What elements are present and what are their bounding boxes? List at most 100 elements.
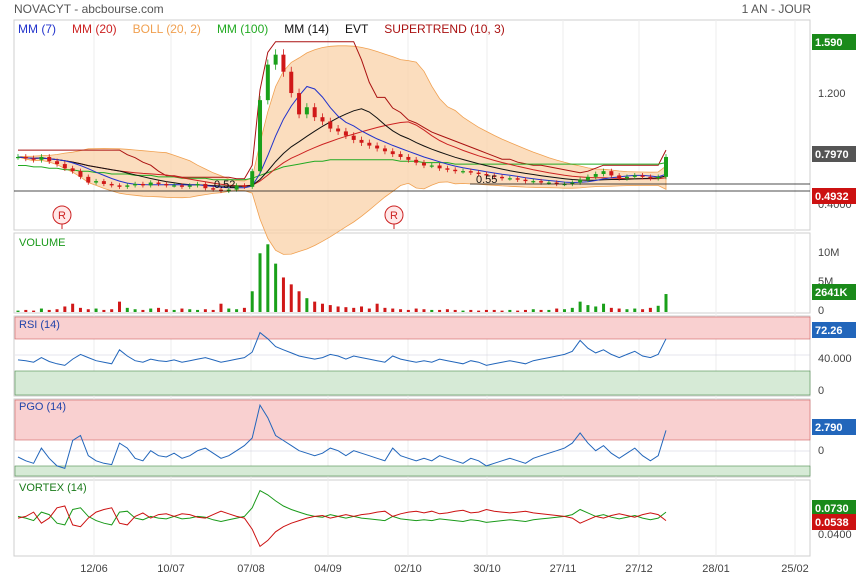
candle-body-26	[218, 189, 223, 192]
volume-bar-17	[149, 308, 153, 312]
value-badges: 1.590 0.7970 0.4932 2641K 72.26 2.790 0.0730 0.…	[812, 34, 856, 530]
candle-body-6	[62, 164, 67, 169]
price-badge-support: 0.4932	[812, 188, 856, 204]
rsi-badge: 72.26	[812, 322, 856, 338]
rsi-overbought-zone	[14, 316, 811, 340]
candle-body-56	[453, 169, 458, 172]
svg-text:R: R	[390, 210, 398, 222]
panel-frames	[13, 19, 811, 557]
volume-bar-50	[406, 309, 410, 312]
volume-bar-82	[656, 305, 660, 312]
volume-bar-25	[211, 309, 215, 312]
volume-bar-52	[422, 309, 426, 312]
candle-body-9	[86, 176, 91, 183]
y-tick-label-8: 0.0400	[818, 529, 852, 541]
legend-item-1: MM (20)	[72, 22, 117, 36]
volume-bar-77	[617, 308, 621, 312]
candle-body-10	[94, 181, 99, 183]
volume-bars	[16, 244, 668, 312]
volume-bar-57	[461, 310, 465, 312]
x-tick-label-2: 07/08	[237, 563, 265, 575]
volume-bar-18	[157, 307, 161, 312]
pgo-line	[17, 403, 667, 470]
x-tick-label-7: 27/12	[625, 563, 653, 575]
volume-bar-23	[196, 309, 200, 312]
svg-text:0.7970: 0.7970	[815, 149, 849, 161]
volume-bar-4	[47, 309, 51, 312]
volume-bar-41	[336, 306, 340, 312]
event-marker-1[interactable]: R	[52, 205, 72, 229]
volume-bar-31	[258, 253, 262, 312]
volume-bar-35	[289, 284, 293, 312]
ma20-line	[17, 121, 667, 187]
volume-bar-46	[375, 303, 379, 312]
volume-bar-19	[164, 309, 168, 312]
vortex-minus-line	[17, 505, 667, 548]
ma7-line	[17, 85, 667, 189]
candlesticks	[16, 49, 668, 194]
volume-bar-21	[180, 308, 184, 312]
candle-body-12	[109, 183, 114, 186]
candle-body-81	[648, 176, 653, 179]
x-tick-label-4: 02/10	[394, 563, 422, 575]
pgo-badge: 2.790	[812, 419, 856, 435]
price-badge-high: 1.590	[812, 34, 856, 50]
svg-text:72.26: 72.26	[815, 325, 843, 337]
candle-body-8	[78, 171, 83, 177]
svg-text:0.4932: 0.4932	[815, 191, 849, 203]
svg-text:0.0730: 0.0730	[815, 503, 849, 515]
candle-body-13	[117, 185, 122, 187]
ma14-line	[17, 108, 667, 187]
y-tick-label-5: 40.000	[818, 353, 852, 365]
legend-item-0: MM (7)	[18, 22, 56, 36]
volume-bar-63	[508, 309, 512, 312]
candle-body-24	[203, 183, 208, 189]
volume-bar-11	[102, 309, 106, 312]
candle-body-16	[140, 183, 145, 186]
supertrend-line	[18, 41, 667, 180]
candle-body-5	[55, 161, 60, 165]
volume-bar-51	[414, 308, 418, 312]
candle-body-29	[242, 185, 247, 187]
candle-body-50	[406, 156, 411, 160]
x-tick-label-1: 10/07	[157, 563, 185, 575]
candle-body-76	[609, 171, 614, 176]
volume-bar-64	[516, 310, 520, 312]
y-tick-label-0: 1.200	[818, 88, 846, 100]
candle-body-66	[531, 181, 536, 183]
event-marker-2[interactable]: R	[384, 205, 404, 229]
volume-panel-label: VOLUME	[19, 237, 65, 249]
volume-bar-15	[133, 309, 137, 312]
volume-bar-9	[86, 309, 90, 312]
candle-body-33	[273, 54, 278, 65]
candle-body-65	[523, 179, 528, 182]
x-tick-label-9: 25/02	[781, 563, 809, 575]
candle-body-59	[476, 172, 481, 175]
volume-bar-48	[391, 308, 395, 312]
volume-bar-20	[172, 309, 176, 312]
rsi-line	[17, 331, 667, 366]
volume-bar-28	[235, 309, 239, 312]
volume-bar-72	[578, 301, 582, 312]
support-annotation-1: 0.52	[214, 179, 235, 191]
volume-bar-74	[594, 306, 598, 312]
period-label: 1 AN - JOUR	[741, 2, 811, 16]
candle-body-36	[297, 93, 302, 115]
svg-text:1.590: 1.590	[815, 37, 843, 49]
candle-body-48	[390, 151, 395, 155]
candle-body-18	[156, 182, 161, 184]
candle-body-73	[585, 176, 590, 180]
volume-bar-55	[445, 309, 449, 312]
x-axis-ticks: 12/06 10/07 07/08 04/09 02/10 30/10 27/11 27/12…	[80, 563, 809, 575]
candle-body-42	[343, 131, 348, 136]
price-badge-last: 0.7970	[812, 146, 856, 162]
volume-bar-39	[320, 303, 324, 312]
volume-bar-45	[367, 308, 371, 312]
candle-body-0	[16, 156, 20, 159]
candle-body-22	[187, 185, 192, 187]
candle-body-52	[421, 162, 426, 166]
volume-bar-14	[125, 307, 129, 312]
candle-body-78	[624, 176, 629, 179]
vortex-minus-badge: 0.0538	[812, 514, 856, 530]
candle-body-47	[382, 148, 387, 152]
